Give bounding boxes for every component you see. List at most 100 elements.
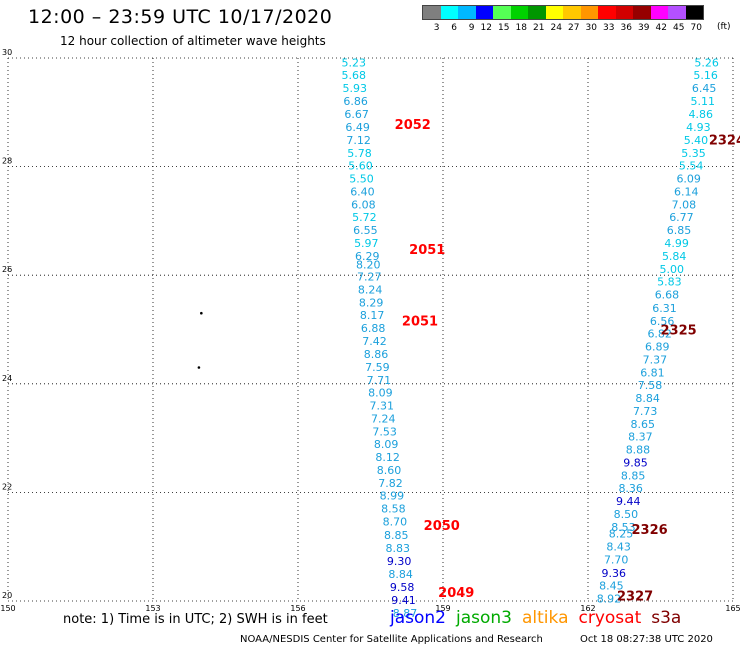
wave-height-value: 6.55 [353,224,378,237]
wave-height-value: 5.40 [684,134,709,147]
satellite-legend: jason2 jason3 altika cryosat s3a [390,608,691,628]
wave-height-value: 5.78 [347,147,372,160]
y-tick-label: 26 [2,265,12,274]
colorbar-swatches [422,5,704,20]
wave-height-value: 8.12 [375,451,400,464]
wave-height-value: 6.14 [674,186,699,199]
page-subtitle: 12 hour collection of altimeter wave hei… [60,34,326,48]
wave-height-value: 8.45 [599,579,624,592]
wave-height-value: 9.30 [387,555,412,568]
colorbar-label: 45 [673,23,685,33]
wave-height-value: 6.40 [350,186,375,199]
legend-item-s3a: s3a [651,608,682,628]
wave-height-value: 9.44 [616,495,641,508]
track-number-label: 2051 [402,314,438,329]
wave-height-value: 5.35 [681,147,706,160]
wave-height-value: 7.12 [346,134,371,147]
wave-height-value: 8.25 [609,528,634,541]
wave-height-value: 5.50 [349,173,374,186]
colorbar-label: 15 [498,23,510,33]
wave-height-value: 8.84 [635,392,660,405]
wave-height-value: 5.97 [354,237,379,250]
wave-height-value: 7.82 [378,477,403,490]
y-tick-label: 30 [2,48,12,57]
wave-height-value: 7.53 [372,426,397,439]
colorbar-swatch [493,6,511,19]
colorbar-swatch [458,6,476,19]
wave-height-value: 6.68 [655,289,680,302]
y-tick-label: 22 [2,482,12,491]
wave-height-value: 8.65 [631,418,656,431]
wave-height-value: 6.77 [669,211,694,224]
wave-height-value: 6.81 [640,366,665,379]
wave-height-value: 6.82 [647,327,672,340]
track-number-label: 2052 [395,118,431,133]
wave-height-value: 7.70 [604,554,629,567]
wave-height-value: 5.00 [660,263,685,276]
wave-height-value: 8.58 [381,503,406,516]
wave-height-value: 6.45 [692,82,717,95]
track-number-label: 2050 [424,519,460,534]
wave-height-value: 8.50 [614,508,639,521]
colorbar-swatch [440,6,458,19]
wave-height-value: 7.42 [362,335,387,348]
track-number-label: 2051 [409,243,445,258]
wave-height-value: 6.86 [343,95,368,108]
track-number-label: 2327 [617,590,653,605]
colorbar-label: 70 [690,23,702,33]
colorbar-swatch [475,6,493,19]
wave-height-value: 4.93 [686,121,711,134]
y-tick-label: 28 [2,157,12,166]
track-number-label: 2324 [709,133,740,148]
colorbar-label: 36 [620,23,632,33]
wave-height-value: 8.85 [384,529,409,542]
colorbar-swatch [545,6,563,19]
wave-height-value: 8.43 [606,541,631,554]
wave-height-value: 5.84 [662,250,687,263]
wave-height-value: 7.27 [357,270,382,283]
y-tick-label: 24 [2,374,12,383]
wave-height-value: 9.36 [602,567,627,580]
wave-height-value: 5.72 [352,211,377,224]
track-number-label: 2326 [632,523,668,538]
wave-height-value: 6.08 [351,199,376,212]
wave-height-value: 6.85 [667,224,692,237]
x-tick-label: 165 [725,604,740,613]
wave-height-value: 6.67 [344,108,369,121]
colorbar-legend: 3 6 9 12 15 18 21 24 27 30 33 36 39 42 45 70 (ft) [422,5,731,33]
colorbar-swatch [423,6,441,19]
page-title: 12:00 – 23:59 UTC 10/17/2020 [28,6,333,28]
wave-height-value: 5.83 [657,276,682,289]
colorbar-label: 27 [568,23,580,33]
wave-height-value: 6.56 [650,315,675,328]
colorbar-label: 9 [468,23,475,33]
wave-height-value: 8.53 [611,521,636,534]
colorbar-swatch [668,6,686,19]
wave-height-value: 7.31 [370,400,395,413]
colorbar-label: 42 [655,23,667,33]
colorbar-swatch [650,6,668,19]
colorbar-swatch [685,6,703,19]
colorbar-swatch [510,6,528,19]
wave-height-value: 8.24 [358,283,383,296]
colorbar-swatch [633,6,651,19]
legend-item-jason2: jason2 [390,608,446,628]
wave-height-value: 5.93 [342,82,367,95]
x-tick-label: 159 [435,604,450,613]
colorbar-labels: 3 6 9 12 15 18 21 24 27 30 33 36 39 42 45 70 [422,23,704,33]
axis-tick-labels: 150 153 156 159 162 165 20 22 24 26 28 30 [0,48,740,613]
colorbar-label: 33 [603,23,615,33]
wave-height-value: 8.99 [380,490,405,503]
wave-height-value: 8.29 [359,296,384,309]
wave-height-value: 7.37 [643,353,668,366]
wave-height-value: 8.92 [597,592,622,605]
wave-height-value: 5.68 [342,69,367,82]
footer-note: note: 1) Time is in UTC; 2) SWH is in fe… [63,612,328,627]
colorbar-label: 12 [480,23,492,33]
track-labels: 2052 2051 2051 2050 2049 2324 2325 2326 2327 [395,118,740,604]
track-number-label: 2325 [661,324,697,339]
footer-credit: NOAA/NESDIS Center for Satellite Applica… [240,634,543,645]
colorbar-label: 24 [550,23,562,33]
wave-height-value: 6.89 [645,340,670,353]
colorbar-label: 21 [533,23,545,33]
